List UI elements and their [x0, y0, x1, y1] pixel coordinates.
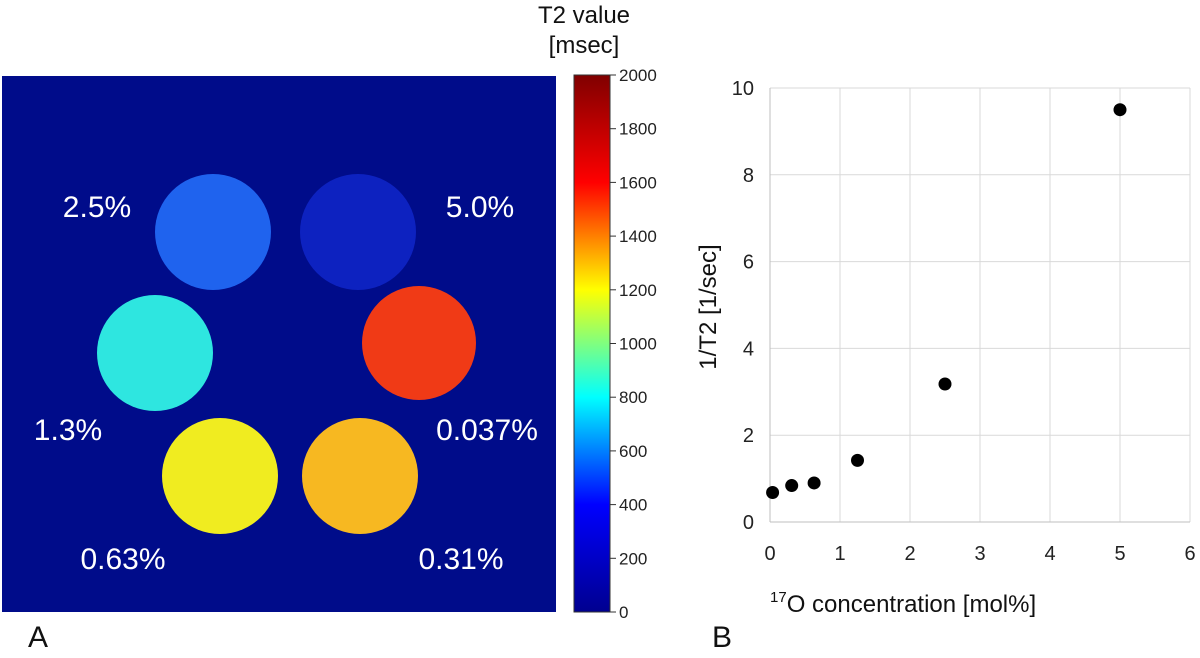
- x-tick-label: 1: [834, 543, 845, 565]
- x-tick-label: 2: [904, 543, 915, 565]
- colorbar-tick-label: 1800: [619, 120, 657, 139]
- sample-1-3-disc: [97, 295, 213, 411]
- data-point: [1113, 103, 1127, 117]
- x-axis-ticks: 0 1 2 3 4 5 6: [764, 543, 1195, 565]
- sample-0-037-disc: [362, 286, 476, 400]
- colorbar-tick-label: 1000: [619, 335, 657, 354]
- panel-b-label: B: [712, 621, 732, 654]
- colorbar-tick-label: 600: [619, 442, 647, 461]
- colorbar-title-line1: T2 value: [538, 2, 630, 29]
- y-tick-label: 0: [743, 512, 754, 534]
- sample-0-63-disc: [162, 418, 278, 534]
- colorbar-tick-label: 1200: [619, 281, 657, 300]
- x-tick-label: 4: [1044, 543, 1055, 565]
- data-point: [785, 479, 799, 493]
- x-tick-label: 6: [1184, 543, 1195, 565]
- colorbar-tick-label: 200: [619, 549, 647, 568]
- x-axis-label-text: O concentration [mol%]: [787, 591, 1036, 618]
- y-axis-label: 1/T2 [1/sec]: [695, 244, 722, 369]
- data-point: [807, 476, 821, 490]
- colorbar-tick-label: 0: [619, 603, 628, 622]
- data-points: [766, 103, 1127, 499]
- data-point: [766, 485, 780, 499]
- colorbar-tick-label: 800: [619, 388, 647, 407]
- sample-label-1-3: 1.3%: [34, 414, 102, 447]
- colorbar-tick-label: 1400: [619, 227, 657, 246]
- x-tick-label: 0: [764, 543, 775, 565]
- colorbar: T2 value [msec] 0 200 400 600 800 1000 1200 140…: [538, 2, 657, 622]
- y-tick-label: 2: [743, 425, 754, 447]
- data-point: [851, 453, 864, 467]
- x-tick-label: 3: [974, 543, 985, 565]
- colorbar-tick-label: 2000: [619, 66, 657, 85]
- x-tick-label: 5: [1114, 543, 1125, 565]
- sample-label-0-31: 0.31%: [418, 543, 503, 576]
- sample-label-5-0: 5.0%: [446, 191, 514, 224]
- y-tick-label: 8: [743, 165, 754, 187]
- panel-a: 2.5% 5.0% 1.3% 0.037% 0.63% 0.31% A: [2, 76, 556, 654]
- sample-label-0-63: 0.63%: [80, 543, 165, 576]
- y-axis-ticks: 0 2 4 6 8 10: [732, 78, 754, 534]
- y-tick-label: 4: [743, 338, 754, 360]
- colorbar-tick-label: 400: [619, 496, 647, 515]
- y-tick-label: 10: [732, 78, 754, 100]
- sample-5-0-disc: [300, 174, 416, 290]
- colorbar-title-line2: [msec]: [549, 32, 620, 59]
- panel-a-label: A: [28, 621, 48, 654]
- colorbar-ticks: 0 200 400 600 800 1000 1200 1400 1600 1800 2000: [610, 66, 657, 622]
- sample-2-5-disc: [155, 174, 271, 290]
- sample-label-0-037: 0.037%: [436, 414, 538, 447]
- x-axis-label-superscript: 17: [770, 589, 787, 606]
- x-axis-label: 17O concentration [mol%]: [770, 589, 1036, 618]
- colorbar-bar: [573, 74, 611, 613]
- y-tick-label: 6: [743, 252, 754, 274]
- data-point: [938, 377, 952, 391]
- sample-0-31-disc: [302, 418, 418, 534]
- colorbar-tick-label: 1600: [619, 173, 657, 192]
- panel-b: 0 1 2 3 4 5 6 0 2 4 6 8 10 17O concentration [mol%]…: [695, 78, 1196, 654]
- sample-label-2-5: 2.5%: [63, 191, 131, 224]
- chart-grid: [769, 87, 1191, 523]
